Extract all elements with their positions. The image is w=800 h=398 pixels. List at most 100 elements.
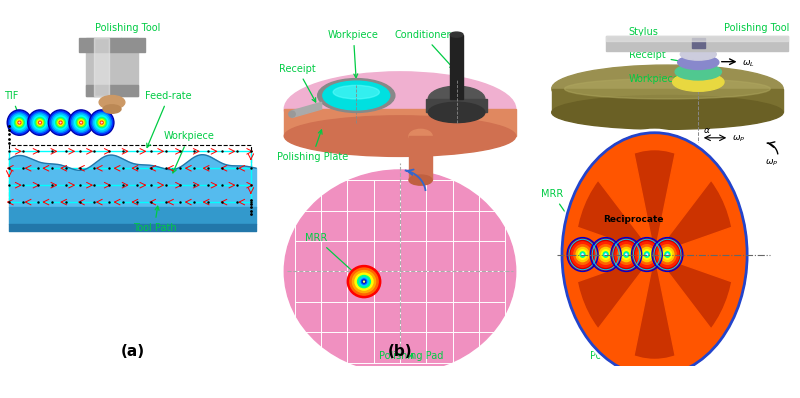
Ellipse shape	[50, 111, 71, 134]
Text: Polishing Pad: Polishing Pad	[379, 351, 444, 361]
Ellipse shape	[578, 250, 587, 259]
Text: Polishing Tool: Polishing Tool	[94, 23, 160, 51]
Polygon shape	[94, 38, 110, 96]
Ellipse shape	[428, 102, 485, 123]
Ellipse shape	[409, 175, 432, 185]
Ellipse shape	[32, 114, 48, 131]
Polygon shape	[606, 36, 788, 41]
Wedge shape	[562, 223, 654, 286]
Ellipse shape	[284, 170, 516, 373]
Ellipse shape	[69, 110, 94, 135]
Ellipse shape	[53, 114, 69, 131]
Polygon shape	[284, 109, 516, 136]
Ellipse shape	[642, 250, 651, 259]
Text: Polyurethane  Pad: Polyurethane Pad	[590, 350, 678, 361]
Ellipse shape	[17, 120, 22, 125]
Text: Tool Path: Tool Path	[133, 206, 176, 233]
Ellipse shape	[624, 252, 629, 257]
Ellipse shape	[90, 110, 114, 135]
Ellipse shape	[661, 248, 674, 261]
Wedge shape	[589, 137, 654, 255]
Ellipse shape	[667, 254, 668, 255]
Circle shape	[559, 129, 750, 380]
Ellipse shape	[580, 252, 585, 257]
Ellipse shape	[571, 242, 594, 267]
Text: $\omega_P$: $\omega_P$	[765, 158, 778, 168]
Ellipse shape	[9, 111, 30, 134]
Text: Receipt: Receipt	[279, 64, 316, 102]
Text: Reciprocate: Reciprocate	[603, 215, 664, 224]
Polygon shape	[78, 38, 146, 51]
Circle shape	[576, 151, 734, 358]
Ellipse shape	[90, 111, 113, 134]
Ellipse shape	[7, 110, 32, 135]
Ellipse shape	[94, 114, 110, 131]
Ellipse shape	[605, 253, 607, 256]
Polygon shape	[409, 136, 432, 180]
Ellipse shape	[582, 253, 584, 256]
Ellipse shape	[37, 119, 43, 126]
Ellipse shape	[95, 116, 108, 129]
Ellipse shape	[39, 122, 41, 123]
Ellipse shape	[51, 113, 70, 133]
Ellipse shape	[665, 252, 670, 257]
Ellipse shape	[98, 119, 106, 126]
Text: TIF: TIF	[4, 91, 21, 119]
Ellipse shape	[13, 116, 26, 129]
Ellipse shape	[663, 250, 672, 259]
Ellipse shape	[362, 279, 366, 284]
Ellipse shape	[552, 65, 783, 112]
Ellipse shape	[16, 119, 23, 126]
Ellipse shape	[645, 252, 650, 257]
Ellipse shape	[633, 238, 661, 271]
Text: Workpiece: Workpiece	[163, 131, 214, 173]
Text: $\alpha$: $\alpha$	[703, 126, 711, 135]
Text: $\omega_L$: $\omega_L$	[742, 58, 754, 68]
Text: Polishing Plate: Polishing Plate	[277, 130, 348, 162]
Text: Feed-rate: Feed-rate	[146, 91, 192, 148]
Ellipse shape	[284, 116, 516, 156]
Ellipse shape	[618, 245, 635, 264]
Ellipse shape	[428, 86, 485, 111]
Ellipse shape	[597, 245, 614, 264]
Ellipse shape	[602, 250, 610, 259]
Ellipse shape	[79, 121, 83, 124]
Ellipse shape	[675, 64, 722, 80]
Ellipse shape	[599, 248, 612, 261]
Text: Workpiece: Workpiece	[629, 71, 689, 84]
Ellipse shape	[641, 248, 654, 261]
Text: Stylus: Stylus	[629, 27, 690, 53]
Ellipse shape	[552, 96, 783, 129]
Ellipse shape	[363, 281, 365, 282]
Ellipse shape	[289, 111, 295, 117]
Wedge shape	[589, 255, 654, 372]
Ellipse shape	[76, 117, 86, 128]
Ellipse shape	[353, 271, 375, 293]
Ellipse shape	[18, 122, 20, 123]
Ellipse shape	[646, 254, 647, 255]
Ellipse shape	[576, 248, 589, 261]
Ellipse shape	[625, 253, 627, 256]
Ellipse shape	[18, 121, 21, 124]
Ellipse shape	[363, 281, 365, 283]
Wedge shape	[654, 223, 747, 286]
Polygon shape	[426, 99, 487, 112]
Ellipse shape	[57, 119, 64, 126]
Ellipse shape	[58, 120, 63, 125]
Ellipse shape	[70, 111, 92, 134]
Polygon shape	[86, 38, 138, 96]
Ellipse shape	[680, 48, 716, 60]
Ellipse shape	[569, 238, 597, 271]
Ellipse shape	[78, 120, 84, 125]
Ellipse shape	[360, 277, 368, 286]
Ellipse shape	[59, 121, 62, 124]
Ellipse shape	[318, 78, 395, 112]
Ellipse shape	[622, 250, 630, 259]
Ellipse shape	[11, 114, 27, 131]
Ellipse shape	[638, 245, 656, 264]
Ellipse shape	[30, 113, 50, 133]
Ellipse shape	[615, 242, 638, 267]
Text: MRR: MRR	[305, 233, 361, 279]
Ellipse shape	[73, 114, 89, 131]
Text: (b): (b)	[388, 344, 412, 359]
